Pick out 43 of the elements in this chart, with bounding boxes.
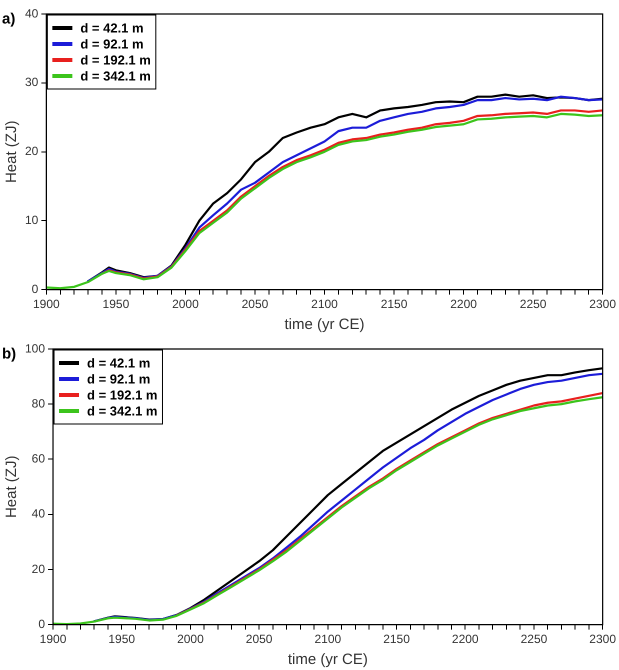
y-tick-label: 10: [24, 213, 39, 228]
x-tick-label: 1950: [102, 297, 130, 312]
chart-title: a): [2, 10, 16, 28]
x-axis-title: time (yr CE): [284, 316, 364, 334]
x-tick-label: 2000: [177, 632, 204, 646]
x-tick-label: 2000: [172, 297, 200, 312]
x-tick-label: 2200: [450, 297, 478, 312]
x-tick-label: 2150: [380, 297, 408, 312]
chart-title: b): [2, 346, 16, 363]
y-tick-label: 20: [32, 562, 46, 576]
legend-label: d = 92.1 m: [87, 372, 150, 387]
x-tick-label: 1900: [32, 297, 60, 312]
y-tick-label: 0: [32, 282, 39, 296]
legend-label: d = 92.1 m: [80, 36, 144, 52]
x-tick-label: 2050: [242, 297, 269, 312]
legend-label: d = 192.1 m: [80, 52, 151, 68]
x-tick-label: 1900: [40, 632, 67, 646]
x-tick-label: 2150: [383, 632, 410, 646]
x-tick-label: 2300: [589, 632, 616, 646]
x-tick-label: 2250: [520, 632, 548, 646]
y-tick-label: 30: [24, 75, 39, 90]
x-tick-label: 2100: [314, 632, 342, 646]
y-tick-label: 80: [32, 396, 46, 410]
x-tick-label: 2100: [311, 297, 338, 312]
legend-label: d = 42.1 m: [87, 356, 150, 371]
legend-label: d = 342.1 m: [80, 68, 151, 84]
y-tick-label: 0: [38, 616, 46, 631]
legend-label: d = 42.1 m: [80, 20, 144, 36]
legend-label: d = 192.1 m: [87, 388, 158, 403]
x-tick-label: 2200: [452, 632, 479, 646]
y-axis-title: Heat (ZJ): [3, 456, 20, 518]
y-tick-label: 20: [24, 144, 39, 158]
x-axis-title: time (yr CE): [288, 651, 368, 668]
legend-label: d = 342.1 m: [87, 404, 158, 419]
y-tick-label: 40: [32, 506, 46, 521]
y-tick-label: 60: [32, 452, 46, 466]
x-tick-label: 2050: [246, 632, 273, 646]
x-tick-label: 2250: [520, 297, 547, 312]
x-tick-label: 1950: [108, 632, 136, 646]
x-tick-label: 2300: [589, 297, 616, 312]
y-tick-label: 100: [24, 341, 46, 356]
y-tick-label: 40: [24, 6, 39, 20]
y-axis-title: Heat (ZJ): [3, 120, 20, 184]
